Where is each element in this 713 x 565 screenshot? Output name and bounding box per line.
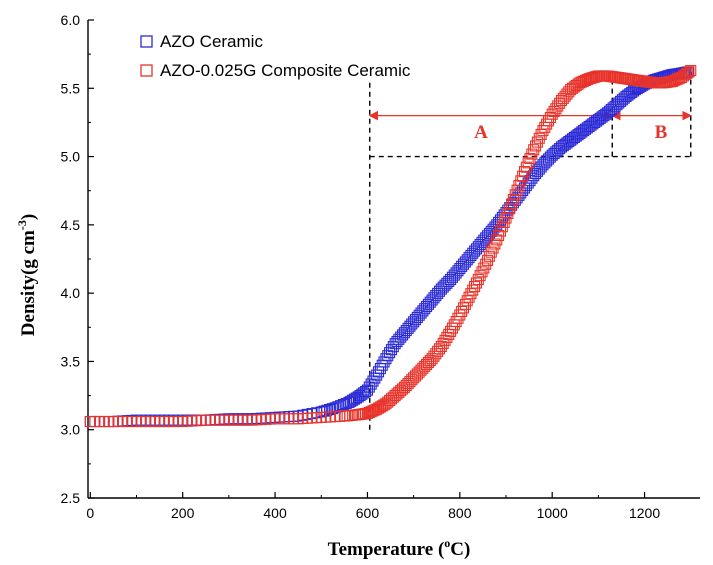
data-point <box>481 254 494 266</box>
y-tick-label: 3.0 <box>61 422 81 438</box>
data-point <box>456 305 468 317</box>
data-point <box>496 221 508 233</box>
data-point <box>498 216 510 228</box>
data-point <box>530 140 542 152</box>
data-point <box>489 238 501 250</box>
y-tick-label: 4.5 <box>61 217 81 233</box>
legend-marker-composite <box>140 64 153 77</box>
data-point <box>480 258 492 270</box>
data-point <box>465 288 477 300</box>
data-point <box>487 242 499 254</box>
data-point <box>491 234 503 246</box>
x-tick-label: 0 <box>86 505 94 521</box>
data-point <box>472 273 484 286</box>
region-b-label: B <box>655 122 668 143</box>
y-tick-label: 6.0 <box>61 12 81 28</box>
data-point <box>459 298 471 310</box>
data-point <box>493 229 505 242</box>
data-point <box>524 152 536 165</box>
legend-label-azo: AZO Ceramic <box>160 32 263 51</box>
data-point <box>685 64 697 77</box>
data-point <box>469 281 481 293</box>
series-layer <box>84 64 697 428</box>
data-point <box>476 266 488 278</box>
data-point <box>463 291 475 303</box>
data-point <box>533 132 545 144</box>
data-point <box>454 309 466 321</box>
data-point <box>494 225 507 237</box>
data-point <box>478 262 490 274</box>
data-point <box>483 250 495 262</box>
legend-marker-azo <box>140 35 153 48</box>
data-point <box>681 67 693 79</box>
x-tick-label: 1000 <box>537 505 568 521</box>
y-tick-label: 2.5 <box>61 490 81 506</box>
x-axis-title: Temperature (oC) <box>328 536 471 560</box>
y-tick-label: 5.5 <box>61 80 81 96</box>
annotations <box>368 71 692 430</box>
data-point <box>474 270 486 282</box>
y-tick-label: 5.0 <box>61 149 81 165</box>
data-point <box>461 295 473 307</box>
x-tick-label: 200 <box>171 505 195 521</box>
x-tick-label: 800 <box>448 505 472 521</box>
x-tick-label: 600 <box>356 505 380 521</box>
x-tick-label: 400 <box>263 505 287 521</box>
data-point <box>526 148 538 160</box>
ticks: 0 200 400 600 800 1000 1200 2.5 3.0 3.5 4.0 4.5 5.0 5… <box>61 12 661 521</box>
data-point <box>485 246 497 258</box>
data-point <box>518 166 531 178</box>
data-point <box>457 302 470 314</box>
data-point <box>467 284 479 296</box>
data-point <box>683 66 695 78</box>
legend: AZO Ceramic AZO-0.025G Composite Ceramic <box>140 32 411 80</box>
region-a-label: A <box>474 122 488 143</box>
legend-label-composite: AZO-0.025G Composite Ceramic <box>160 61 411 80</box>
series-azo-composite-ceramic <box>84 64 697 428</box>
x-tick-label: 1200 <box>629 505 660 521</box>
y-axis-title: Density(g cm-3) <box>15 214 39 336</box>
data-point <box>470 277 482 289</box>
data-point <box>528 144 540 156</box>
data-point <box>520 161 532 173</box>
y-tick-label: 4.0 <box>61 285 81 301</box>
data-point <box>522 157 534 169</box>
series-azo-ceramic <box>84 66 695 428</box>
y-tick-label: 3.5 <box>61 353 81 369</box>
data-point <box>531 136 543 148</box>
